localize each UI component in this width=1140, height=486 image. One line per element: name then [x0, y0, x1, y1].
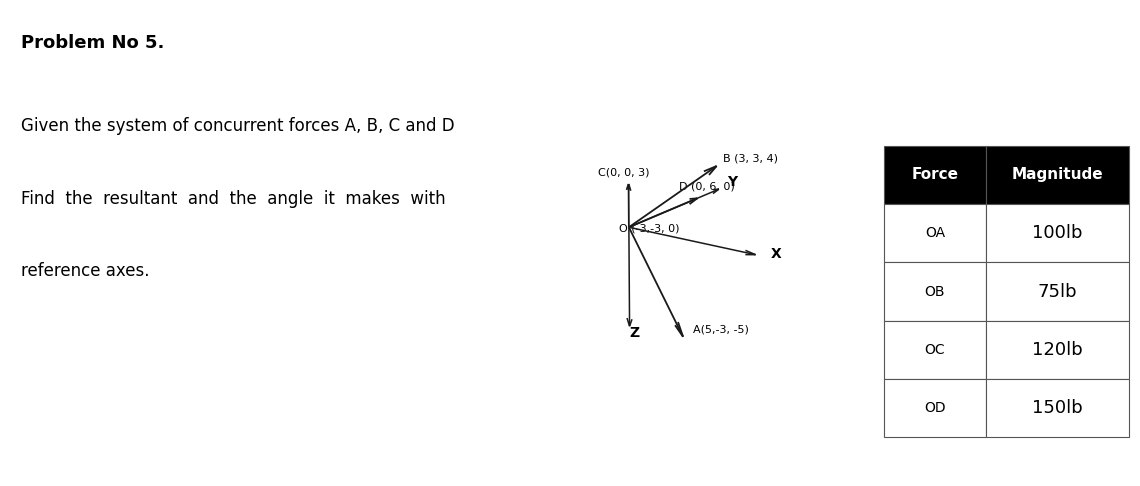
FancyBboxPatch shape [986, 321, 1129, 379]
Text: reference axes.: reference axes. [21, 262, 149, 280]
Text: OC: OC [925, 343, 945, 357]
Text: 75lb: 75lb [1037, 282, 1077, 301]
Text: OD: OD [925, 401, 946, 415]
Text: 100lb: 100lb [1033, 224, 1083, 243]
Text: 150lb: 150lb [1032, 399, 1083, 417]
FancyBboxPatch shape [986, 262, 1129, 321]
FancyBboxPatch shape [884, 262, 986, 321]
FancyBboxPatch shape [884, 379, 986, 437]
Text: Given the system of concurrent forces A, B, C and D.: Given the system of concurrent forces A,… [21, 117, 459, 135]
Text: Find  the  resultant  and  the  angle  it  makes  with  the: Find the resultant and the angle it make… [21, 190, 483, 208]
Text: 120lb: 120lb [1032, 341, 1083, 359]
FancyBboxPatch shape [884, 204, 986, 262]
FancyBboxPatch shape [986, 146, 1129, 204]
Text: OB: OB [925, 285, 945, 298]
FancyBboxPatch shape [986, 379, 1129, 437]
FancyBboxPatch shape [884, 146, 986, 204]
Text: Problem No 5.: Problem No 5. [21, 34, 164, 52]
Text: Force: Force [912, 168, 959, 182]
Text: OA: OA [925, 226, 945, 240]
Text: Magnitude: Magnitude [1011, 168, 1104, 182]
FancyBboxPatch shape [884, 321, 986, 379]
FancyBboxPatch shape [986, 204, 1129, 262]
